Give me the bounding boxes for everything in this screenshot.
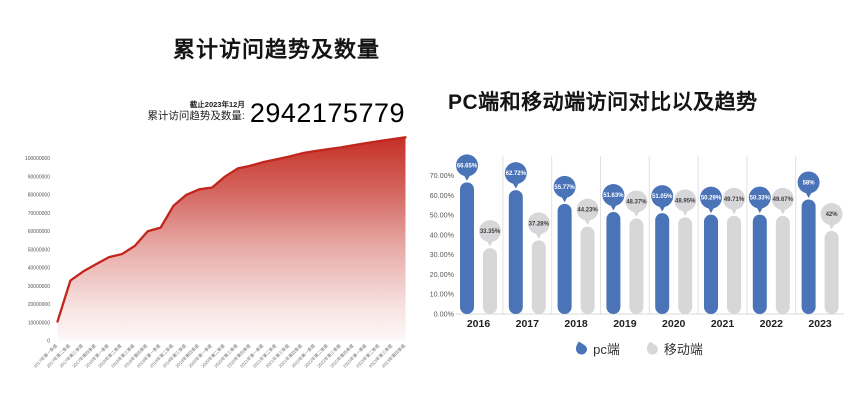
pc-bar <box>508 190 523 314</box>
balloon-bubble <box>820 203 843 226</box>
cumulative-area-chart: 0 10000000 20000000 30000000 40000000 5000000… <box>25 136 407 369</box>
stat-labels: 截止2023年12月 累计访问趋势及数量: <box>147 100 244 123</box>
bar-value-label: 55.77% <box>554 185 575 191</box>
bar-value-label: 51.63% <box>603 193 624 199</box>
pc-bar <box>801 199 816 314</box>
balloon-bubble <box>602 184 625 207</box>
pc-bar <box>655 213 670 314</box>
bar-value-label: 49.67% <box>773 197 794 203</box>
mobile-bar <box>824 231 839 314</box>
pc-bar <box>606 212 621 314</box>
legend-label-mobile: 移动端 <box>663 341 703 357</box>
y-axis-tick-label: 80000000 <box>28 193 50 199</box>
mobile-bar <box>629 218 644 314</box>
y-axis-tick-label: 30.00% <box>430 250 455 259</box>
area-line <box>56 136 407 323</box>
balloon-bubble <box>651 185 674 208</box>
pc-mobile-chart-title: PC端和移动端访问对比以及趋势 <box>448 91 758 114</box>
bar-value-label: 37.28% <box>529 221 550 227</box>
y-axis-tick-label: 20.00% <box>430 270 455 279</box>
bar-value-label: 42% <box>826 212 839 218</box>
year-label: 2022 <box>760 318 784 330</box>
balloon-bubble <box>479 220 501 243</box>
bar-value-label: 49.71% <box>724 197 745 203</box>
legend-label-pc: pc端 <box>593 341 620 357</box>
y-axis-tick-label: 10000000 <box>28 320 50 326</box>
balloon-bubble <box>674 189 697 212</box>
mobile-bar <box>727 215 741 314</box>
pc-mobile-bar-chart: 0.00% 10.00% 20.00% 30.00% 40.00% 50.00% 60.00… <box>430 154 844 330</box>
bar-value-label: 48.95% <box>675 198 696 204</box>
mobile-bar <box>483 248 497 314</box>
bar-value-label: 62.72% <box>506 171 527 177</box>
year-label: 2020 <box>662 318 686 330</box>
pc-bar <box>557 203 572 314</box>
y-axis-tick-label: 0 <box>47 339 50 345</box>
bar-value-label: 58% <box>803 180 816 186</box>
y-axis-tick-label: 70.00% <box>430 171 455 180</box>
balloon-bubble <box>723 187 745 210</box>
mobile-bar <box>678 217 693 314</box>
pc-bar <box>460 182 474 314</box>
balloon-bubble <box>771 187 794 210</box>
pc-bar <box>752 214 767 314</box>
year-label: 2019 <box>613 318 637 330</box>
bar-value-label: 48.37% <box>626 199 647 205</box>
balloon-bubble <box>504 162 527 185</box>
year-label: 2023 <box>808 318 832 330</box>
bar-value-label: 50.29% <box>701 196 722 202</box>
year-label: 2017 <box>516 318 540 330</box>
y-axis-tick-label: 40.00% <box>430 230 455 239</box>
area-fill <box>57 137 406 341</box>
mobile-legend-drop-icon <box>646 341 658 355</box>
y-axis-tick-label: 0.00% <box>434 309 455 318</box>
balloon-bubble <box>527 212 550 235</box>
year-label: 2018 <box>564 318 588 330</box>
bar-value-label: 33.35% <box>480 229 501 235</box>
pc-bar <box>704 214 718 314</box>
chart-legend: pc端 移动端 <box>426 339 852 357</box>
year-label: 2016 <box>467 318 491 330</box>
bar-value-label: 51.05% <box>652 194 673 200</box>
cumulative-total-stat: 截止2023年12月 累计访问趋势及数量: 2942175779 <box>147 100 405 127</box>
y-axis-tick-label: 60000000 <box>28 229 50 235</box>
cumulative-chart-title: 累计访问趋势及数量 <box>173 37 381 62</box>
mobile-bar <box>531 240 546 314</box>
legend-item-mobile: 移动端 <box>646 339 703 358</box>
y-axis-tick-label: 40000000 <box>28 266 50 272</box>
pc-mobile-panel: PC端和移动端访问对比以及趋势 0.00% 10.00% 20.00% 30.00% 4… <box>426 0 852 411</box>
balloon-bubble <box>625 190 648 213</box>
y-axis-tick-label: 50000000 <box>28 247 50 253</box>
balloon-bubble <box>748 186 771 209</box>
bar-value-label: 50.33% <box>750 196 771 202</box>
y-axis-tick-label: 20000000 <box>28 302 50 308</box>
bar-value-label: 66.65% <box>457 163 478 169</box>
balloon-bubble <box>456 154 478 177</box>
balloon-bubble <box>700 186 722 209</box>
balloon-bubble <box>553 175 576 198</box>
pc-legend-drop-icon <box>576 341 588 355</box>
stat-total-value: 2942175779 <box>249 98 405 128</box>
balloon-bubble <box>576 198 599 221</box>
balloon-bubble <box>797 171 820 194</box>
y-axis-tick-label: 90000000 <box>28 174 50 180</box>
mobile-bar <box>775 215 790 314</box>
y-axis-tick-label: 50.00% <box>430 211 455 220</box>
y-axis-tick-label: 30000000 <box>28 284 50 290</box>
mobile-bar <box>580 226 595 314</box>
y-axis-tick-label: 100000000 <box>25 156 50 162</box>
legend-item-pc: pc端 <box>575 339 620 358</box>
stat-date-note: 截止2023年12月 <box>189 100 245 110</box>
y-axis-tick-label: 10.00% <box>430 290 455 299</box>
bar-value-label: 44.23% <box>577 208 598 214</box>
year-label: 2021 <box>711 318 735 330</box>
y-axis-tick-label: 60.00% <box>430 191 455 200</box>
stat-label: 累计访问趋势及数量: <box>147 109 245 122</box>
cumulative-visits-panel: 累计访问趋势及数量 截止2023年12月 累计访问趋势及数量: 29421757… <box>25 37 407 369</box>
y-axis-tick-label: 70000000 <box>28 211 50 217</box>
